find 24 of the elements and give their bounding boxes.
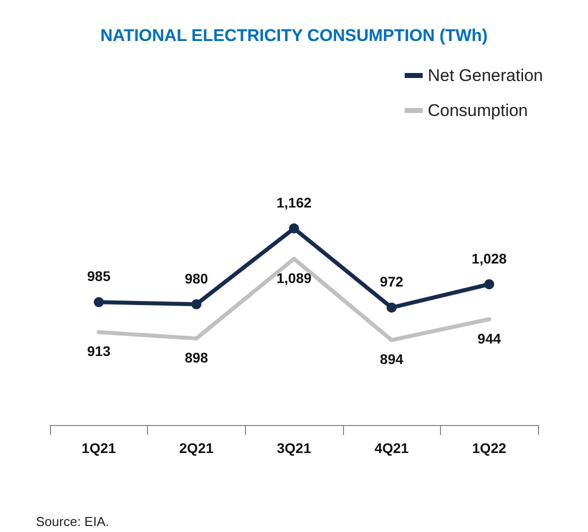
data-label: 894 (380, 351, 404, 368)
point (484, 279, 494, 290)
point (386, 302, 397, 313)
point (94, 297, 104, 308)
x-tick-label: 1Q22 (472, 440, 507, 456)
legend-label: Consumption (428, 101, 528, 120)
x-tick-label: 3Q21 (276, 440, 312, 456)
data-label: 980 (184, 270, 208, 286)
data-label: 898 (184, 349, 208, 366)
point (191, 299, 202, 310)
data-label: 1,028 (472, 250, 507, 266)
x-tick-label: 1Q21 (82, 440, 116, 456)
x-tick-label: 4Q21 (374, 440, 409, 456)
source-note: Source: EIA. (36, 514, 109, 529)
data-label: 913 (87, 343, 111, 360)
data-label: 1,089 (276, 270, 312, 286)
point (289, 223, 299, 234)
data-label: 972 (380, 274, 404, 290)
data-label: 944 (478, 330, 502, 346)
x-tick-label: 2Q21 (179, 440, 214, 456)
chart-title: NATIONAL ELECTRICITY CONSUMPTION (TWh) (100, 26, 488, 45)
data-label: 985 (87, 268, 111, 284)
data-label: 1,162 (276, 194, 312, 210)
legend-label: Net Generation (428, 66, 544, 85)
